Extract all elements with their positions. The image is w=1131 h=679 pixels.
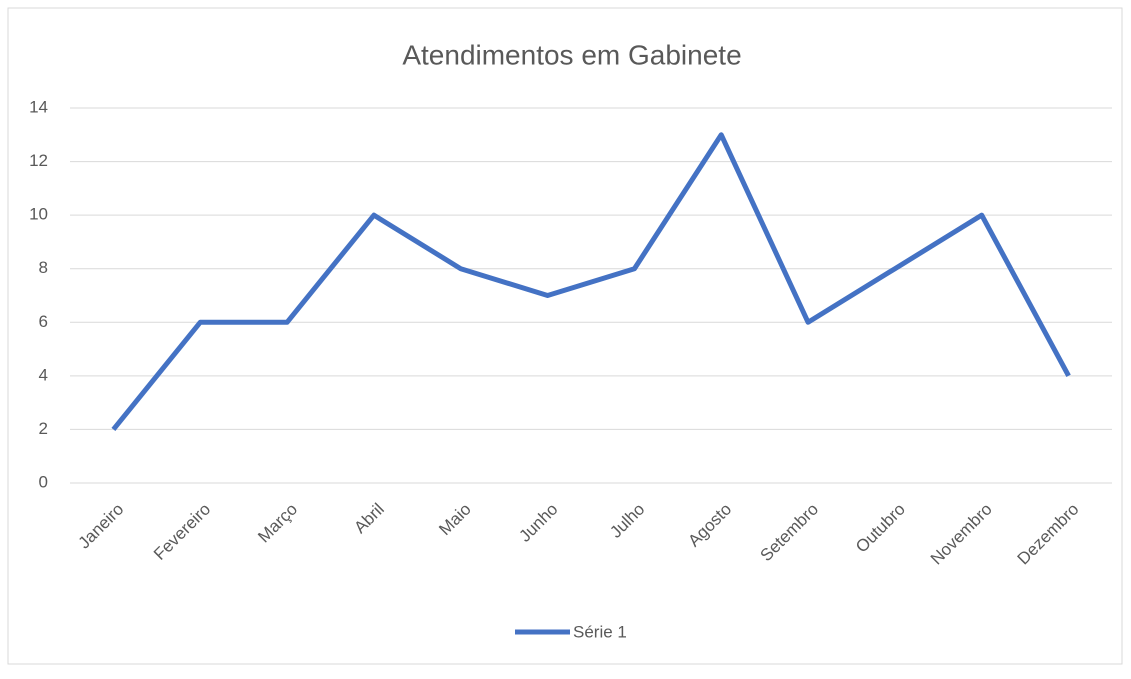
line xyxy=(111,132,1071,432)
y-tick-label: 14 xyxy=(29,97,48,116)
y-tick-label: 12 xyxy=(29,151,48,170)
legend-label: Série 1 xyxy=(573,622,627,641)
y-tick-label: 2 xyxy=(39,419,48,438)
y-tick-label: 4 xyxy=(39,365,48,384)
chart-title: Atendimentos em Gabinete xyxy=(402,39,741,70)
chart-border xyxy=(7,7,1123,665)
y-tick-label: 10 xyxy=(29,205,48,224)
y-tick-label: 0 xyxy=(39,472,48,491)
y-tick-label: 6 xyxy=(39,312,48,331)
y-tick-label: 8 xyxy=(39,258,48,277)
